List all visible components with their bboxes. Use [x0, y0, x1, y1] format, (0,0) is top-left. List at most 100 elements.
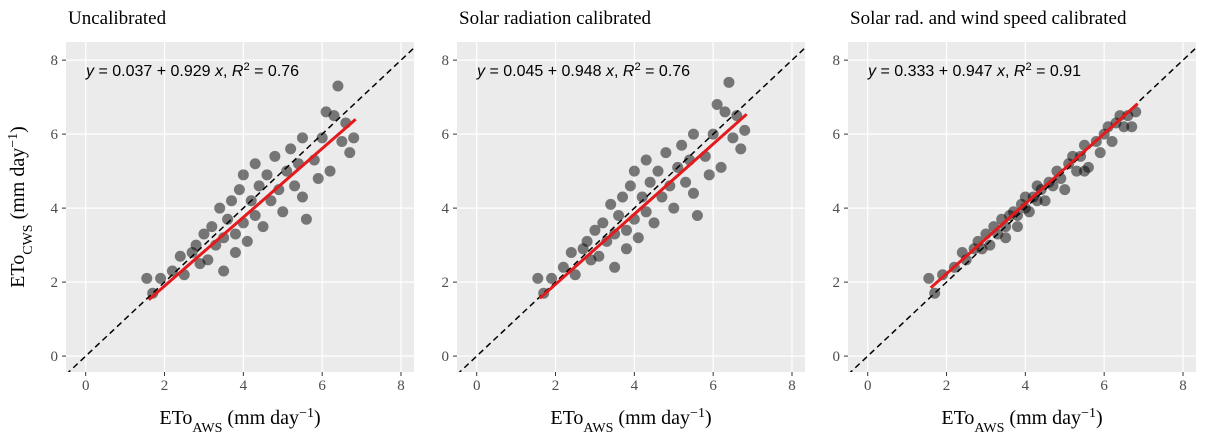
y-tick-label: 0 — [442, 349, 450, 365]
text-part: AWS — [192, 421, 222, 436]
point — [316, 132, 328, 144]
y-tick-label: 6 — [51, 127, 59, 143]
y-tick-label: 0 — [51, 349, 59, 365]
point — [703, 169, 715, 181]
point — [532, 272, 544, 284]
point — [984, 239, 996, 251]
point — [1031, 195, 1043, 207]
text-part: 2 — [634, 61, 640, 73]
point — [249, 210, 261, 222]
x-tick-label: 2 — [161, 378, 169, 394]
x-axis-label: EToAWS (mm day−1) — [159, 406, 320, 436]
point — [617, 191, 629, 203]
x-tick-label: 4 — [1022, 378, 1030, 394]
text-part: R — [232, 63, 244, 80]
point — [739, 124, 751, 136]
x-tick-label: 6 — [709, 378, 717, 394]
text-part: ETo — [159, 407, 192, 429]
panel-title: Solar rad. and wind speed calibrated — [850, 8, 1127, 29]
point — [929, 287, 941, 299]
text-part: CWS — [21, 224, 36, 254]
point — [640, 154, 652, 166]
point — [190, 239, 202, 251]
annotation: y = 0.045 + 0.948 x, R2 = 0.76 — [476, 61, 690, 80]
text-part: 2 — [1025, 61, 1031, 73]
point — [344, 147, 356, 159]
point — [676, 139, 688, 151]
text-part: 2 — [243, 61, 249, 73]
point — [1082, 161, 1094, 173]
point — [557, 261, 569, 273]
point — [1011, 221, 1023, 233]
point — [312, 173, 324, 185]
text-part: −1 — [299, 406, 314, 421]
x-axis-label: EToAWS (mm day−1) — [550, 406, 711, 436]
point — [636, 191, 648, 203]
point — [644, 176, 656, 188]
text-part: = 0.76 — [250, 63, 299, 80]
point — [296, 191, 308, 203]
point — [348, 132, 360, 144]
plot-content — [849, 47, 1196, 372]
text-part: (mm day — [222, 407, 299, 429]
point — [1118, 121, 1130, 133]
text-part: x — [996, 63, 1006, 80]
text-part: x — [605, 63, 615, 80]
y-tick-label: 2 — [442, 275, 450, 291]
text-part: ETo — [550, 407, 583, 429]
point — [609, 228, 621, 240]
point — [245, 195, 257, 207]
point — [218, 265, 230, 277]
point — [281, 165, 293, 177]
text-part: R — [623, 63, 635, 80]
point — [723, 76, 735, 88]
point — [202, 254, 214, 266]
text-part: y — [476, 63, 486, 80]
x-tick-label: 0 — [82, 378, 90, 394]
point — [593, 250, 605, 262]
point — [141, 272, 153, 284]
point — [336, 136, 348, 148]
point — [680, 176, 692, 188]
x-tick-label: 4 — [631, 378, 639, 394]
point — [214, 202, 226, 214]
point — [237, 169, 249, 181]
point — [233, 184, 245, 196]
point — [261, 169, 273, 181]
point — [222, 213, 234, 225]
x-tick-label: 8 — [788, 378, 796, 394]
point — [1106, 136, 1118, 148]
point — [569, 269, 581, 281]
point — [735, 143, 747, 155]
point — [707, 128, 719, 140]
text-part: (mm day — [613, 407, 690, 429]
point — [546, 272, 558, 284]
text-part: = 0.91 — [1032, 63, 1081, 80]
y-tick-label: 2 — [51, 275, 59, 291]
text-part: ) — [1096, 407, 1103, 429]
fit-line — [929, 102, 1139, 289]
point — [269, 150, 281, 162]
x-tick-label: 8 — [397, 378, 405, 394]
plot-content — [458, 47, 805, 372]
y-axis-label: EToCWS (mm day−1) — [6, 126, 36, 288]
x-tick-label: 2 — [943, 378, 951, 394]
fit-line — [147, 118, 357, 301]
point — [1059, 184, 1071, 196]
point — [581, 235, 593, 247]
point — [656, 191, 668, 203]
point — [332, 80, 344, 92]
point — [300, 213, 312, 225]
point — [620, 224, 632, 236]
point — [565, 247, 577, 259]
x-tick-label: 6 — [318, 378, 326, 394]
text-part: ) — [7, 126, 29, 133]
y-tick-label: 8 — [442, 53, 450, 69]
point — [289, 180, 301, 192]
x-tick-label: 6 — [1100, 378, 1108, 394]
point — [253, 180, 265, 192]
plot-background — [457, 42, 805, 372]
point — [628, 165, 640, 177]
point — [277, 206, 289, 218]
